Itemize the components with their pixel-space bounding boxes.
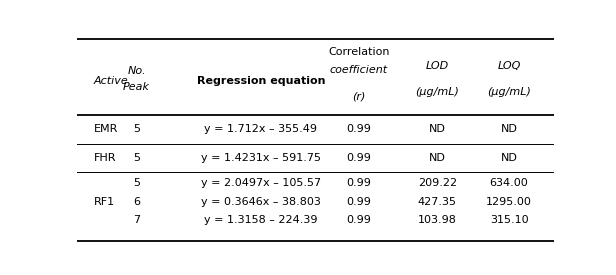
Text: y = 1.4231x – 591.75: y = 1.4231x – 591.75 [201, 153, 321, 163]
Text: 0.99: 0.99 [346, 215, 371, 226]
Text: y = 2.0497x – 105.57: y = 2.0497x – 105.57 [201, 178, 321, 188]
Text: 0.99: 0.99 [346, 124, 371, 134]
Text: y = 0.3646x – 38.803: y = 0.3646x – 38.803 [201, 197, 321, 207]
Text: ND: ND [429, 153, 446, 163]
Text: 0.99: 0.99 [346, 197, 371, 207]
Text: (r): (r) [352, 92, 365, 101]
Text: (μg/mL): (μg/mL) [416, 87, 460, 97]
Text: FHR: FHR [94, 153, 116, 163]
Text: 6: 6 [133, 197, 140, 207]
Text: 315.10: 315.10 [490, 215, 529, 226]
Text: (μg/mL): (μg/mL) [487, 87, 531, 97]
Text: coefficient: coefficient [330, 65, 387, 75]
Text: 1295.00: 1295.00 [486, 197, 532, 207]
Text: No.: No. [128, 66, 146, 76]
Text: 5: 5 [133, 178, 140, 188]
Text: EMR: EMR [94, 124, 118, 134]
Text: 7: 7 [133, 215, 140, 226]
Text: 634.00: 634.00 [490, 178, 529, 188]
Text: LOD: LOD [426, 61, 449, 71]
Text: y = 1.712x – 355.49: y = 1.712x – 355.49 [205, 124, 317, 134]
Text: 103.98: 103.98 [418, 215, 457, 226]
Text: 427.35: 427.35 [418, 197, 457, 207]
Text: 209.22: 209.22 [418, 178, 457, 188]
Text: RF1: RF1 [94, 197, 115, 207]
Text: ND: ND [501, 153, 517, 163]
Text: Correlation: Correlation [328, 47, 389, 57]
Text: y = 1.3158 – 224.39: y = 1.3158 – 224.39 [204, 215, 318, 226]
Text: LOQ: LOQ [497, 61, 521, 71]
Text: ND: ND [429, 124, 446, 134]
Text: Peak: Peak [123, 82, 150, 92]
Text: Regression equation: Regression equation [197, 76, 325, 86]
Text: Active: Active [94, 76, 129, 86]
Text: 0.99: 0.99 [346, 178, 371, 188]
Text: 5: 5 [133, 153, 140, 163]
Text: 0.99: 0.99 [346, 153, 371, 163]
Text: ND: ND [501, 124, 517, 134]
Text: 5: 5 [133, 124, 140, 134]
